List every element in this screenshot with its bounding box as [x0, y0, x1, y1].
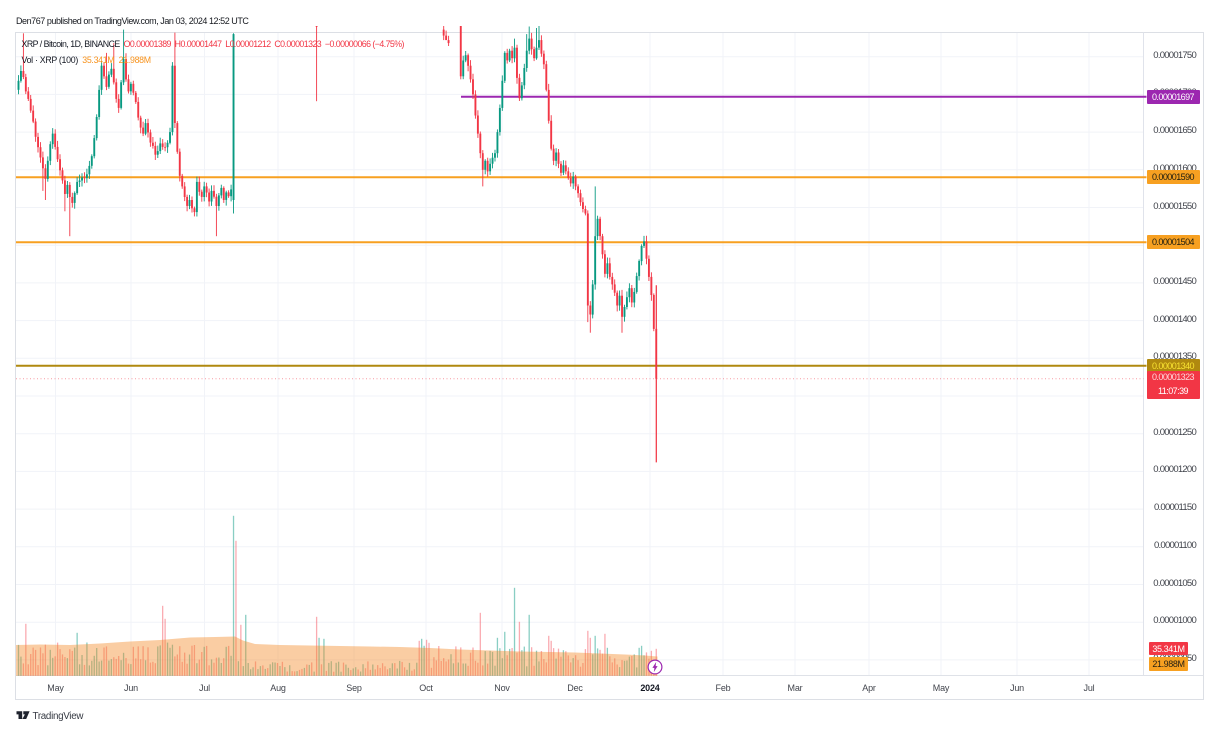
- svg-text:TradingView: TradingView: [33, 711, 85, 722]
